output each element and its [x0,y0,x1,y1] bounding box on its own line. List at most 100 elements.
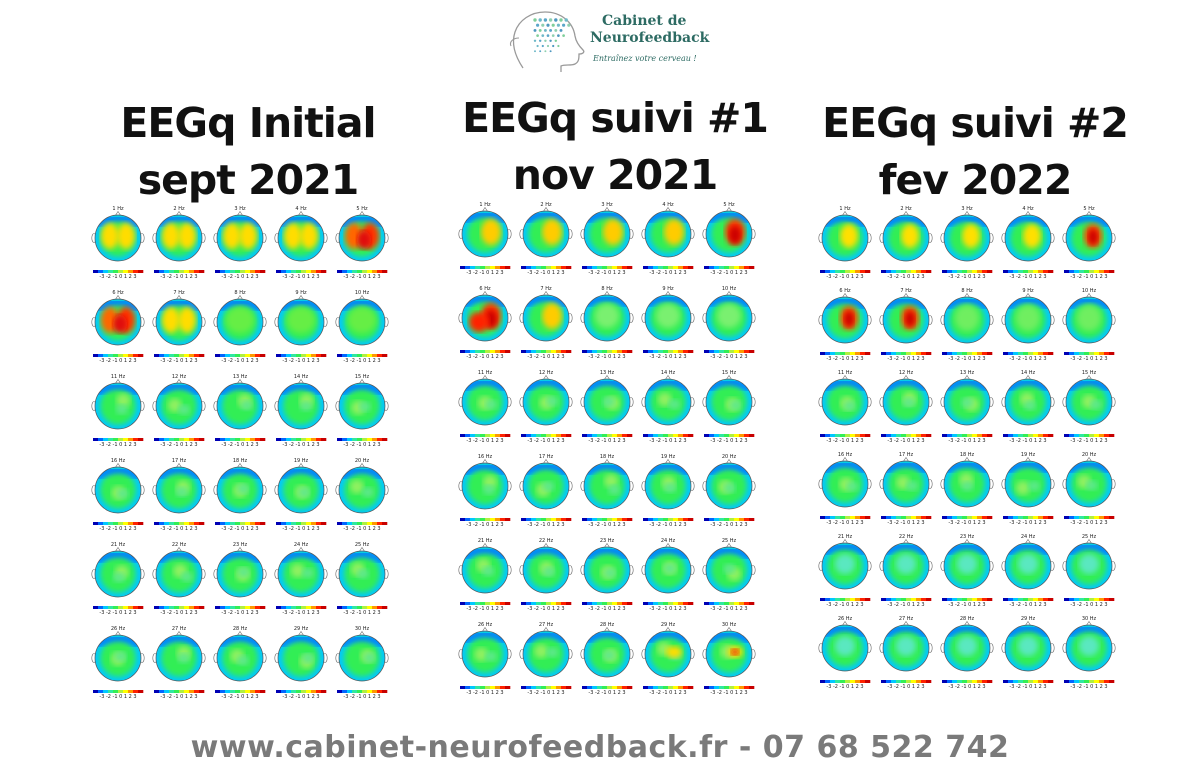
topomap: 21 Hz -3 -2 -1 0 1 2 3 [88,542,148,626]
head-topography [879,620,933,683]
frequency-label: 4 Hz [1022,206,1034,212]
topomap: 23 Hz -3 -2 -1 0 1 2 3 [937,534,997,618]
head-topography [335,462,389,525]
topomap: 11 Hz -3 -2 -1 0 1 2 3 [455,370,515,454]
colorbar-scale-label: -3 -2 -1 0 1 2 3 [710,354,748,360]
head-topography [940,456,994,519]
head-topography [1062,456,1116,519]
topomap: 3 Hz -3 -2 -1 0 1 2 3 [210,206,270,290]
frequency-label: 5 Hz [723,202,735,208]
topomap: 1 Hz -3 -2 -1 0 1 2 3 [815,206,875,290]
topomap: 12 Hz -3 -2 -1 0 1 2 3 [149,374,209,458]
colorbar-scale-label: -3 -2 -1 0 1 2 3 [826,438,864,444]
colorbar-scale-label: -3 -2 -1 0 1 2 3 [282,442,320,448]
frequency-label: 16 Hz [477,454,493,460]
head-topography [213,630,267,693]
frequency-label: 6 Hz [112,290,124,296]
topomap: 30 Hz -3 -2 -1 0 1 2 3 [699,622,759,706]
colorbar-scale-label: -3 -2 -1 0 1 2 3 [343,442,381,448]
colorbar-scale-label: -3 -2 -1 0 1 2 3 [466,438,504,444]
head-topography [818,538,872,601]
colorbar-scale-label: -3 -2 -1 0 1 2 3 [1070,520,1108,526]
brand-tagline: Entraînez votre cerveau ! [593,54,697,63]
topomap: 4 Hz -3 -2 -1 0 1 2 3 [271,206,331,290]
topomap: 11 Hz -3 -2 -1 0 1 2 3 [815,370,875,454]
colorbar-scale-label: -3 -2 -1 0 1 2 3 [1009,520,1047,526]
frequency-label: 14 Hz [1020,370,1036,376]
colorbar-scale-label: -3 -2 -1 0 1 2 3 [948,520,986,526]
colorbar-scale-label: -3 -2 -1 0 1 2 3 [1070,356,1108,362]
head-topography [940,538,994,601]
head-topography [458,290,512,353]
head-topography [213,294,267,357]
topomap: 16 Hz -3 -2 -1 0 1 2 3 [815,452,875,536]
colorbar-scale-label: -3 -2 -1 0 1 2 3 [282,274,320,280]
head-topography [274,210,328,273]
colorbar-scale-label: -3 -2 -1 0 1 2 3 [99,442,137,448]
colorbar-scale-label: -3 -2 -1 0 1 2 3 [466,606,504,612]
colorbar-scale-label: -3 -2 -1 0 1 2 3 [466,270,504,276]
topomap: 7 Hz -3 -2 -1 0 1 2 3 [516,286,576,370]
topomap: 6 Hz -3 -2 -1 0 1 2 3 [815,288,875,372]
frequency-label: 29 Hz [293,626,309,632]
topomap: 2 Hz -3 -2 -1 0 1 2 3 [149,206,209,290]
head-topography [879,456,933,519]
topomap: 13 Hz -3 -2 -1 0 1 2 3 [210,374,270,458]
head-topography [879,374,933,437]
frequency-label: 24 Hz [293,542,309,548]
topomap: 12 Hz -3 -2 -1 0 1 2 3 [516,370,576,454]
topomap: 19 Hz -3 -2 -1 0 1 2 3 [638,454,698,538]
topomap: 16 Hz -3 -2 -1 0 1 2 3 [455,454,515,538]
panel-title: EEGq Initial [120,99,376,147]
topomap: 10 Hz -3 -2 -1 0 1 2 3 [332,290,392,374]
frequency-label: 2 Hz [540,202,552,208]
topomap: 8 Hz -3 -2 -1 0 1 2 3 [210,290,270,374]
frequency-label: 11 Hz [477,370,493,376]
head-topography [519,458,573,521]
frequency-label: 13 Hz [599,370,615,376]
colorbar-scale-label: -3 -2 -1 0 1 2 3 [710,270,748,276]
eeg-panel: EEGq suivi #1 nov 2021 1 Hz -3 -2 -1 0 1 2 … [455,0,775,710]
contact-footer: www.cabinet-neurofeedback.fr - 07 68 522… [190,730,1010,765]
head-topography [91,630,145,693]
topomap: 14 Hz -3 -2 -1 0 1 2 3 [638,370,698,454]
head-topography [335,546,389,609]
frequency-label: 30 Hz [354,626,370,632]
topomap: 4 Hz -3 -2 -1 0 1 2 3 [998,206,1058,290]
topomap: 16 Hz -3 -2 -1 0 1 2 3 [88,458,148,542]
head-topography [519,290,573,353]
colorbar-scale-label: -3 -2 -1 0 1 2 3 [887,274,925,280]
frequency-label: 15 Hz [354,374,370,380]
head-topography [940,292,994,355]
topomap: 28 Hz -3 -2 -1 0 1 2 3 [937,616,997,700]
topomap: 3 Hz -3 -2 -1 0 1 2 3 [937,206,997,290]
head-topography [274,294,328,357]
colorbar-scale-label: -3 -2 -1 0 1 2 3 [826,520,864,526]
head-topography [152,462,206,525]
topomap: 9 Hz -3 -2 -1 0 1 2 3 [998,288,1058,372]
head-topography [519,542,573,605]
colorbar-scale-label: -3 -2 -1 0 1 2 3 [710,606,748,612]
frequency-label: 4 Hz [295,206,307,212]
head-topography [580,458,634,521]
colorbar-scale-label: -3 -2 -1 0 1 2 3 [466,690,504,696]
colorbar-scale-label: -3 -2 -1 0 1 2 3 [948,684,986,690]
head-topography [580,206,634,269]
frequency-label: 21 Hz [110,542,126,548]
frequency-label: 15 Hz [721,370,737,376]
colorbar-scale-label: -3 -2 -1 0 1 2 3 [343,610,381,616]
brand-name-line-1: Cabinet de [602,13,687,29]
head-topography [1001,620,1055,683]
topomap: 5 Hz -3 -2 -1 0 1 2 3 [699,202,759,286]
frequency-label: 2 Hz [900,206,912,212]
frequency-label: 17 Hz [171,458,187,464]
colorbar-scale-label: -3 -2 -1 0 1 2 3 [282,526,320,532]
head-topography [1001,374,1055,437]
frequency-label: 5 Hz [1083,206,1095,212]
head-topography [580,626,634,689]
colorbar-scale-label: -3 -2 -1 0 1 2 3 [649,522,687,528]
head-topography [152,294,206,357]
frequency-label: 9 Hz [662,286,674,292]
topomap: 20 Hz -3 -2 -1 0 1 2 3 [1059,452,1119,536]
frequency-label: 1 Hz [112,206,124,212]
